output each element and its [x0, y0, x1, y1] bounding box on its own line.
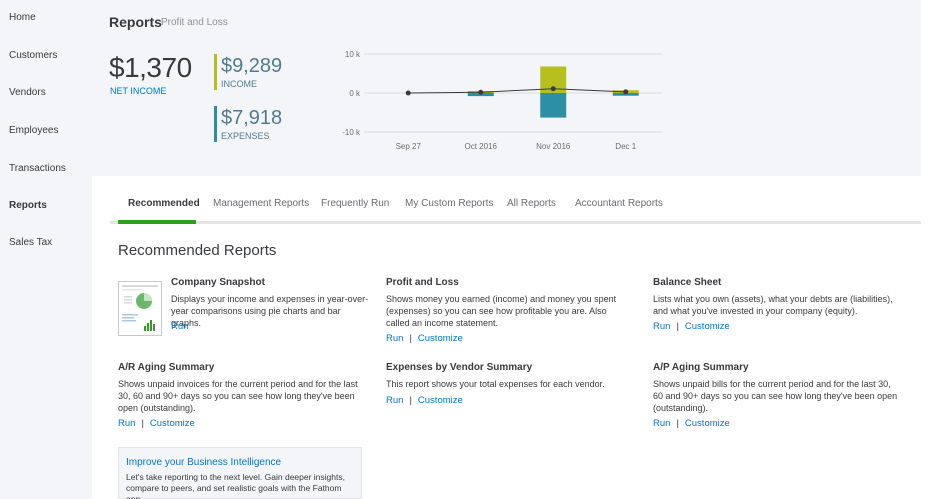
link-separator: |	[409, 333, 412, 344]
link-separator: |	[676, 418, 679, 429]
net-income-point	[405, 90, 411, 96]
report-tabs: Recommended Management Reports Frequentl…	[110, 186, 921, 224]
net-income-label[interactable]: NET INCOME	[110, 86, 167, 96]
x-tick-label: Oct 2016	[465, 142, 498, 151]
customize-link[interactable]: Customize	[684, 418, 730, 429]
customize-link[interactable]: Customize	[417, 395, 463, 406]
income-label: INCOME	[221, 79, 257, 89]
income-value: $9,289	[221, 55, 283, 77]
tab-my-custom-reports[interactable]: My Custom Reports	[405, 198, 494, 209]
y-tick-label: 0 k	[349, 89, 361, 98]
run-link[interactable]: Run	[653, 321, 671, 332]
report-desc-profit-and-loss: Shows money you earned (income) and mone…	[386, 294, 617, 328]
sidebar-item-transactions[interactable]: Transactions	[9, 163, 66, 174]
tab-frequently-run[interactable]: Frequently Run	[321, 198, 390, 209]
page-title: Reports	[109, 14, 162, 30]
net-income-point	[550, 86, 556, 92]
sidebar: Home Customers Vendors Employees Transac…	[0, 0, 92, 499]
page-subtitle: Profit and Loss	[161, 17, 228, 28]
x-tick-label: Nov 2016	[536, 142, 571, 151]
report-title-expenses-by-vendor[interactable]: Expenses by Vendor Summary	[386, 362, 533, 373]
customize-link[interactable]: Customize	[149, 418, 195, 429]
run-link[interactable]: Run	[386, 333, 404, 344]
sidebar-item-reports[interactable]: Reports	[9, 200, 47, 211]
report-title-balance-sheet[interactable]: Balance Sheet	[653, 277, 722, 288]
report-links-ar-aging-summary: Run | Customize	[118, 418, 195, 429]
snapshot-preview-icon	[122, 285, 158, 331]
tab-accountant-reports[interactable]: Accountant Reports	[575, 198, 663, 209]
link-separator: |	[409, 395, 412, 406]
report-links-ap-aging-summary: Run | Customize	[653, 418, 730, 429]
link-separator: |	[141, 418, 144, 429]
report-desc-company-snapshot: Displays your income and expenses in yea…	[171, 294, 369, 328]
tabs-divider	[110, 221, 921, 224]
x-tick-label: Sep 27	[396, 142, 422, 151]
active-tab-indicator	[118, 220, 196, 224]
chart-bar	[612, 93, 639, 96]
section-heading: Recommended Reports	[118, 242, 277, 259]
company-snapshot-thumbnail[interactable]	[118, 281, 162, 336]
sidebar-item-customers[interactable]: Customers	[9, 50, 58, 61]
chart-bar	[540, 93, 567, 118]
report-desc-balance-sheet: Lists what you own (assets), what your d…	[653, 294, 893, 316]
net-income-point	[478, 89, 484, 95]
net-income-value: $1,370	[109, 52, 192, 83]
report-title-company-snapshot[interactable]: Company Snapshot	[171, 277, 265, 288]
report-links-profit-and-loss: Run | Customize	[386, 333, 463, 344]
tab-recommended[interactable]: Recommended	[128, 198, 200, 209]
tab-all-reports[interactable]: All Reports	[507, 198, 556, 209]
x-tick-label: Dec 1	[615, 142, 636, 151]
net-income-point	[623, 89, 629, 95]
run-link[interactable]: Run	[653, 418, 671, 429]
report-desc-ar-aging-summary: Shows unpaid invoices for the current pe…	[118, 379, 358, 413]
net-income-line	[408, 88, 626, 94]
y-tick-label: -10 k	[342, 128, 361, 137]
sidebar-item-vendors[interactable]: Vendors	[9, 87, 46, 98]
tab-management-reports[interactable]: Management Reports	[213, 198, 310, 209]
promo-text: Let's take reporting to the next level. …	[126, 472, 345, 499]
report-links-expenses-by-vendor: Run | Customize	[386, 395, 463, 406]
report-title-profit-and-loss[interactable]: Profit and Loss	[386, 277, 459, 288]
expenses-value: $7,918	[221, 107, 283, 129]
customize-link[interactable]: Customize	[684, 321, 730, 332]
report-title-ar-aging-summary[interactable]: A/R Aging Summary	[118, 362, 215, 373]
report-links-balance-sheet: Run | Customize	[653, 321, 730, 332]
profit-loss-chart[interactable]: 10 k 0 k -10 k Sep 27 Oct 2016 Nov 2016 Dec 1	[332, 44, 672, 156]
sidebar-item-home[interactable]: Home	[9, 12, 36, 23]
profit-loss-summary: Reports Profit and Loss $1,370 NET INCOM…	[92, 0, 921, 176]
income-indicator	[214, 54, 217, 90]
report-desc-expenses-by-vendor: This report shows your total expenses fo…	[386, 379, 605, 389]
expenses-label: EXPENSES	[221, 131, 270, 141]
report-title-ap-aging-summary[interactable]: A/P Aging Summary	[653, 362, 749, 373]
sidebar-item-employees[interactable]: Employees	[9, 125, 59, 136]
promo-title-link[interactable]: Improve your Business Intelligence	[126, 457, 282, 468]
run-link[interactable]: Run	[386, 395, 404, 406]
report-desc-ap-aging-summary: Shows unpaid bills for the current perio…	[653, 379, 898, 413]
expenses-indicator	[214, 106, 217, 142]
run-link[interactable]: Run	[118, 418, 136, 429]
y-tick-label: 10 k	[345, 50, 361, 59]
run-link[interactable]: Run	[171, 321, 189, 332]
link-separator: |	[676, 321, 679, 332]
sidebar-item-sales-tax[interactable]: Sales Tax	[9, 237, 53, 248]
customize-link[interactable]: Customize	[417, 333, 463, 344]
business-intelligence-promo: Improve your Business Intelligence Let's…	[118, 447, 362, 499]
report-links-company-snapshot: Run	[171, 321, 188, 332]
